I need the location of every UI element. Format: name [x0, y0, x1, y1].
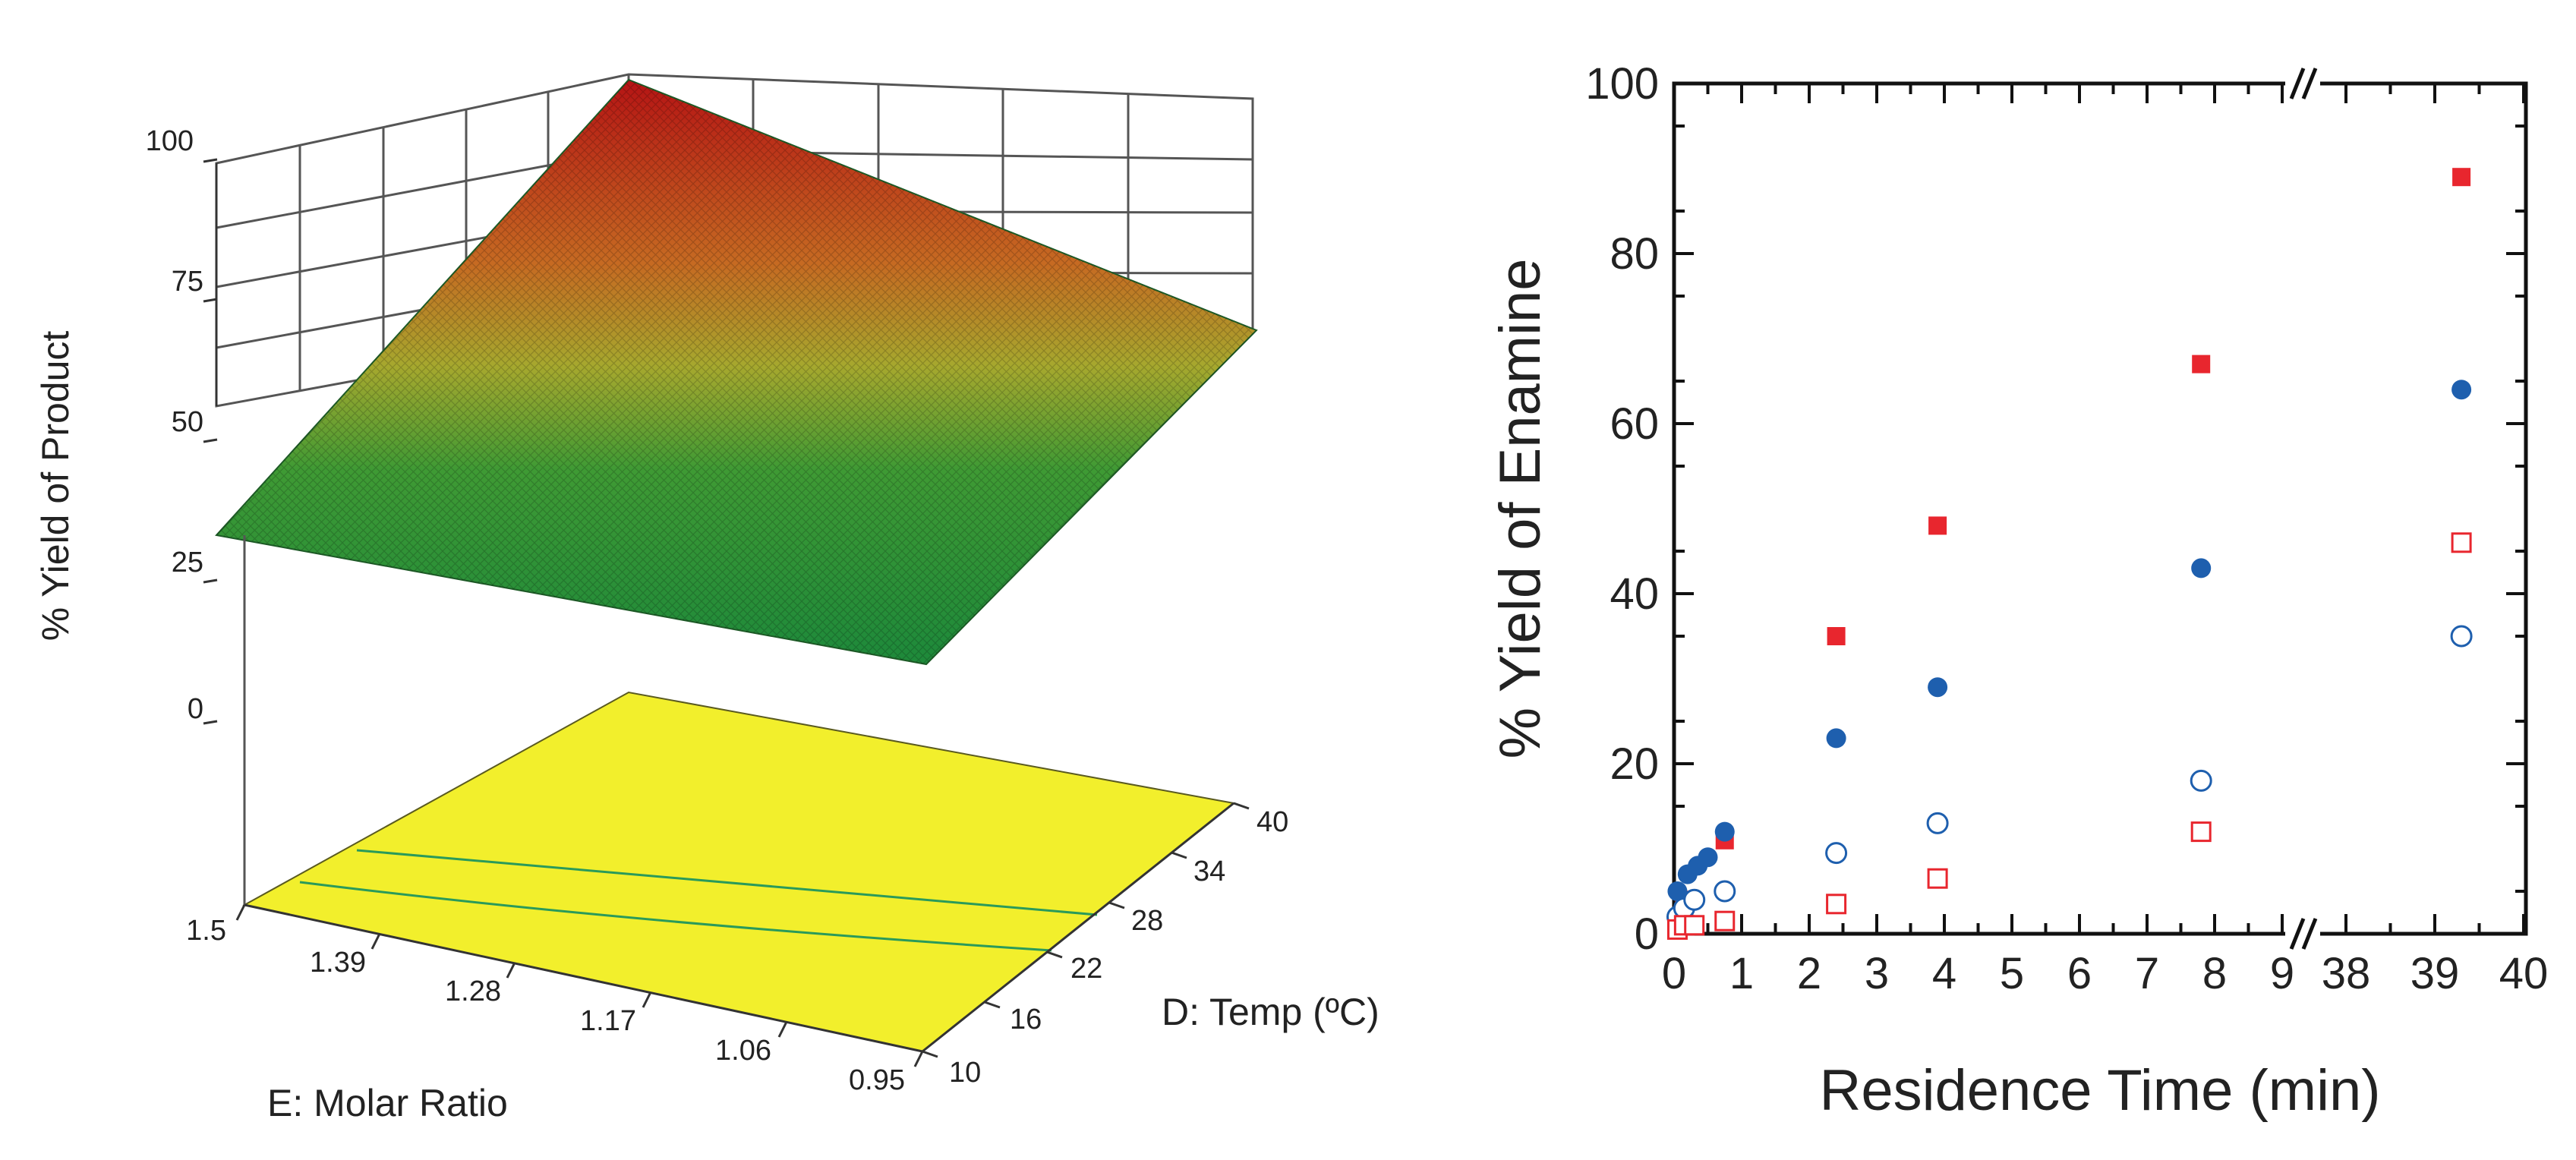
open-square-point — [1826, 894, 1847, 915]
filled-square-point — [1928, 516, 1947, 535]
filled-circle-point — [1826, 728, 1846, 749]
open-square-point — [2451, 532, 2472, 553]
scatter-x-axis-label: Residence Time (min) — [1819, 1058, 2380, 1123]
scatter-points — [1666, 168, 2473, 940]
y-tick-label: 40 — [1610, 569, 1659, 619]
y-tick-label: 34 — [1193, 856, 1225, 887]
z-tick-label: 75 — [172, 266, 203, 298]
x-tick-label: 1.17 — [580, 1005, 636, 1037]
surface-chart: 100 75 50 25 0 % Yield of Product 1.5 1.… — [34, 73, 1379, 1124]
open-square-point — [1927, 868, 1948, 889]
filled-square-point — [2192, 355, 2211, 374]
open-square-point — [2190, 821, 2212, 843]
x-tick-label: 38 — [2322, 949, 2371, 998]
x-tick-label: 1.28 — [445, 976, 501, 1007]
z-tick-label: 25 — [172, 547, 203, 578]
open-circle-point — [1825, 842, 1848, 865]
x-tick-label: 2 — [1797, 949, 1821, 998]
open-circle-point — [1926, 812, 1949, 834]
y-tick-label: 60 — [1610, 399, 1659, 449]
open-square-point — [1714, 910, 1736, 931]
surface-z-axis — [215, 163, 246, 905]
filled-square-point — [2452, 168, 2471, 187]
open-circle-point — [1714, 880, 1736, 903]
x-tick-label: 1.5 — [186, 915, 226, 947]
axis-break-marks — [2289, 68, 2318, 950]
y-tick-label: 0 — [1635, 909, 1659, 959]
surface-x-axis — [235, 903, 924, 1067]
open-circle-point — [2190, 769, 2212, 792]
open-square-point — [1684, 915, 1705, 936]
filled-square-point — [1827, 627, 1846, 645]
x-tick-label: 0.95 — [849, 1064, 905, 1096]
x-tick-label: 4 — [1932, 949, 1956, 998]
z-tick-label: 0 — [188, 693, 203, 725]
x-tick-label: 9 — [2270, 949, 2294, 998]
x-tick-label: 3 — [1865, 949, 1889, 998]
y-tick-label: 16 — [1010, 1004, 1042, 1035]
y-tick-label: 10 — [949, 1057, 981, 1089]
y-tick-label: 40 — [1256, 806, 1288, 838]
y-tick-label: 20 — [1610, 739, 1659, 789]
surface-y-axis-label: D: Temp (ºC) — [1162, 991, 1379, 1033]
filled-circle-point — [1928, 677, 1948, 698]
filled-circle-point — [1714, 821, 1735, 842]
x-tick-label: 39 — [2410, 949, 2460, 998]
y-tick-label: 80 — [1610, 229, 1659, 279]
filled-circle-point — [1667, 881, 1688, 901]
x-tick-label: 7 — [2135, 949, 2159, 998]
filled-circle-point — [1698, 847, 1718, 868]
z-tick-label: 100 — [146, 125, 194, 157]
surface-base-plane — [242, 691, 1236, 1053]
open-circle-point — [1683, 888, 1706, 911]
surface-z-axis-label: % Yield of Product — [34, 331, 77, 641]
response-surface-mesh — [216, 80, 1256, 664]
x-tick-label: 1.39 — [310, 947, 366, 979]
x-tick-label: 8 — [2202, 949, 2227, 998]
x-tick-label: 40 — [2499, 949, 2549, 998]
z-tick-label: 50 — [172, 406, 203, 438]
x-tick-label: 1 — [1729, 949, 1754, 998]
scatter-plot-frame — [1672, 81, 2528, 936]
surface-contours — [299, 849, 1098, 952]
y-tick-label: 100 — [1585, 59, 1659, 109]
x-tick-label: 0 — [1662, 949, 1686, 998]
surface-y-axis — [922, 802, 1250, 1058]
scatter-y-axis-label: % Yield of Enamine — [1488, 258, 1553, 758]
y-tick-label: 28 — [1131, 905, 1163, 937]
surface-x-axis-label: E: Molar Ratio — [267, 1082, 508, 1124]
y-tick-label: 22 — [1070, 953, 1102, 985]
x-tick-label: 5 — [2000, 949, 2024, 998]
filled-circle-point — [2191, 558, 2212, 578]
x-tick-label: 6 — [2067, 949, 2092, 998]
x-tick-label: 1.06 — [715, 1035, 771, 1067]
scatter-ticks — [1673, 82, 2526, 935]
open-circle-point — [2450, 625, 2473, 648]
filled-circle-point — [2451, 380, 2472, 400]
surface-z-ticks — [203, 158, 218, 725]
